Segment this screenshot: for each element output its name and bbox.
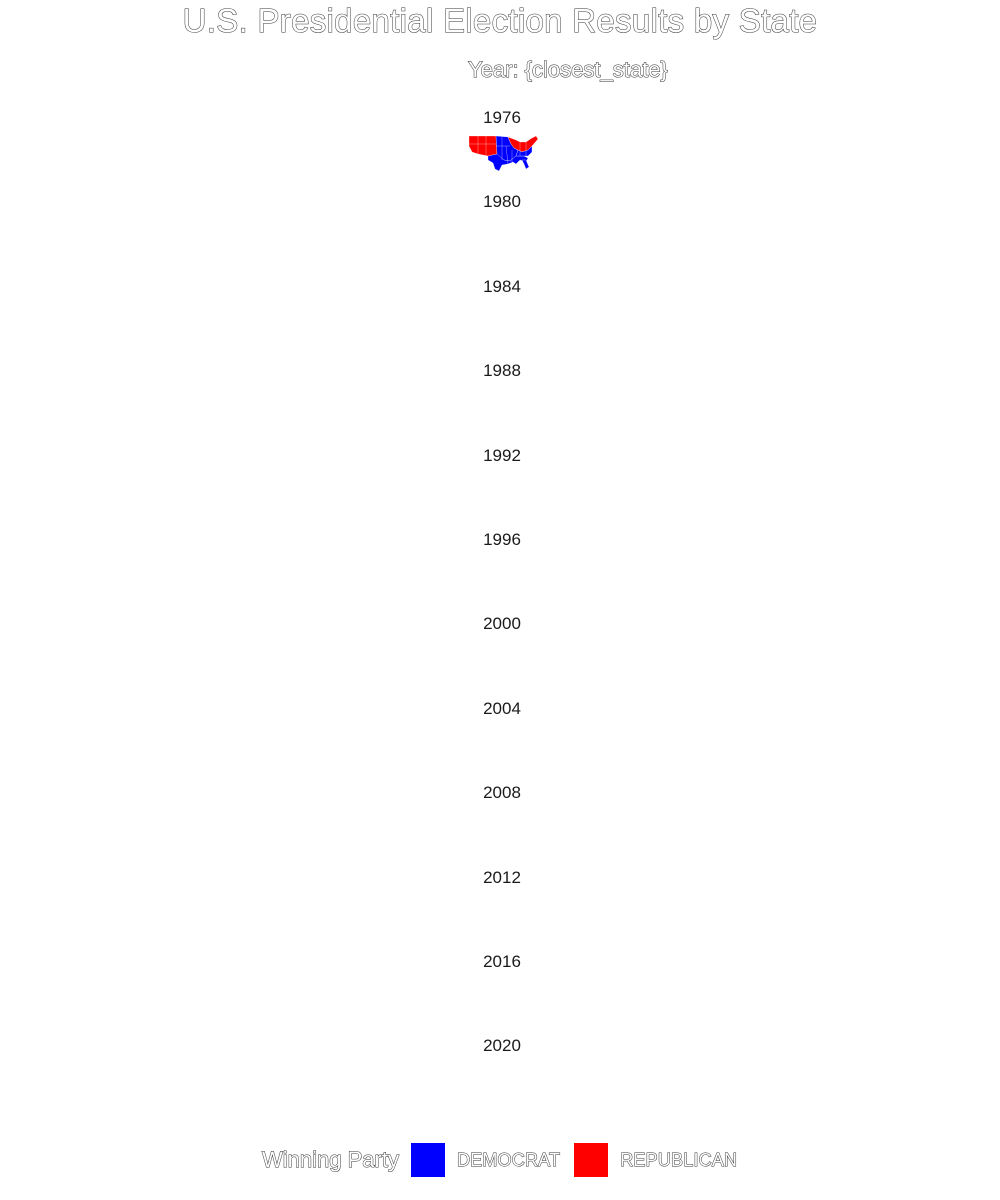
map-region-south — [487, 153, 529, 172]
chart-subtitle: Year: {closest_state} — [468, 57, 669, 83]
map-region-west — [468, 135, 498, 157]
legend-swatch-republican — [574, 1143, 609, 1177]
facet-label-1988: 1988 — [483, 361, 521, 381]
map-region-northeast — [507, 135, 538, 153]
facet-label-1996: 1996 — [483, 530, 521, 549]
facet-label-1976: 1976 — [483, 108, 521, 127]
map-state-borders — [469, 136, 527, 165]
facet-label-2000: 2000 — [483, 614, 521, 634]
facet-label-1980: 1980 — [483, 192, 521, 212]
facet-label-2008: 2008 — [483, 783, 521, 803]
facet-label-2004: 2004 — [483, 698, 521, 718]
facet-label-2020: 2020 — [483, 1036, 521, 1056]
map-region-florida — [521, 159, 530, 170]
us-map-1976 — [468, 135, 538, 172]
legend-label-democrat: DEMOCRAT — [456, 1149, 561, 1170]
facet-label-2012: 2012 — [483, 867, 521, 887]
facet-label-2016: 2016 — [483, 952, 521, 971]
chart-title: U.S. Presidential Election Results by St… — [182, 2, 818, 40]
legend-title: Winning Party — [262, 1147, 400, 1173]
legend-label-republican: REPUBLICAN — [620, 1149, 738, 1170]
legend-swatch-democrat — [410, 1143, 445, 1177]
facet-label-1984: 1984 — [483, 276, 521, 296]
facet-label-1992: 1992 — [483, 445, 521, 465]
legend: Winning Party DEMOCRAT REPUBLICAN — [262, 1143, 751, 1177]
